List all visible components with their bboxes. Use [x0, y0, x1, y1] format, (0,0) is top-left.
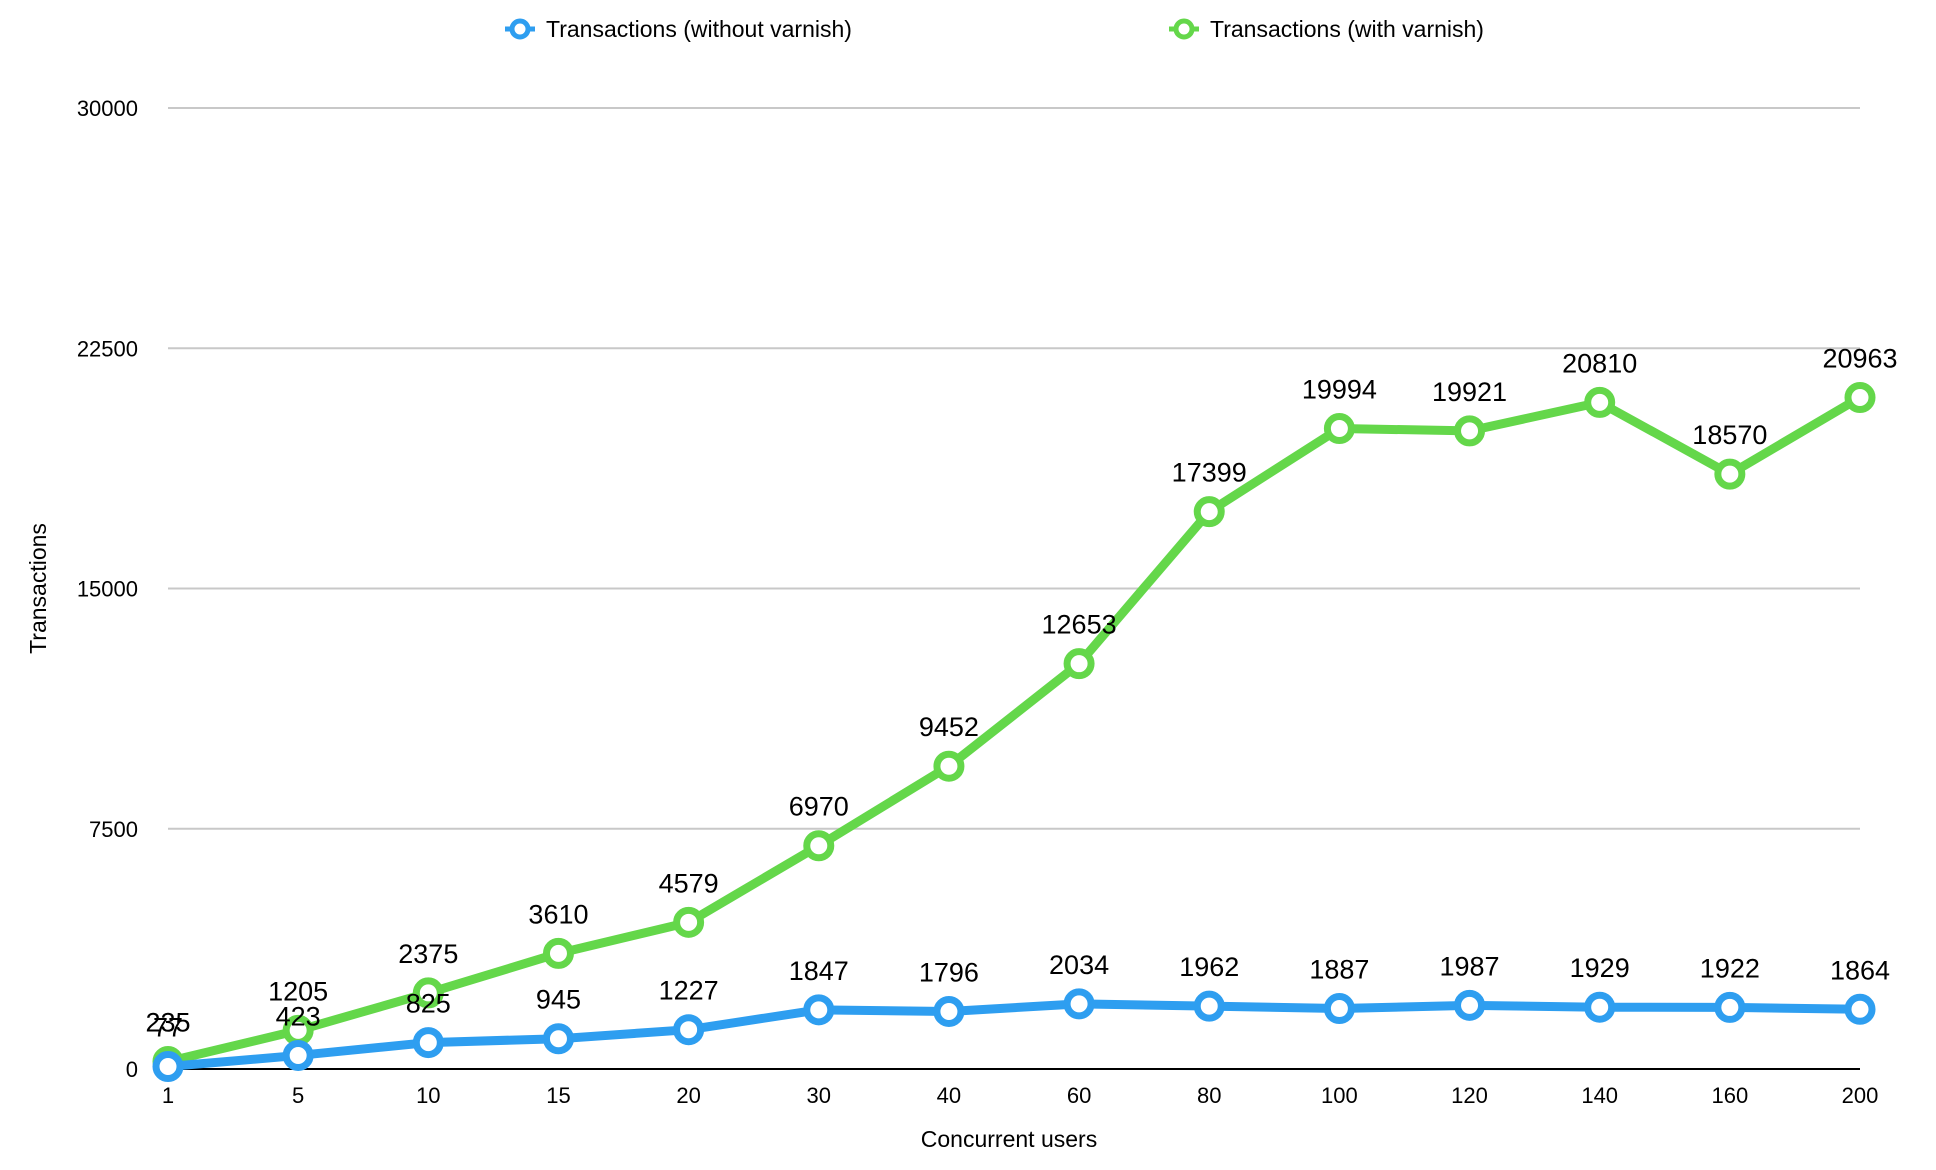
data-point: [1844, 381, 1876, 413]
x-tick-label: 20: [676, 1083, 700, 1108]
y-tick-label: 0: [126, 1057, 138, 1082]
legend-label: Transactions (without varnish): [546, 16, 852, 42]
legend-point-marker: [1173, 18, 1195, 40]
data-label: 19994: [1302, 375, 1377, 405]
x-tick-label: 100: [1321, 1083, 1358, 1108]
data-label: 1864: [1830, 955, 1890, 985]
data-point: [1323, 413, 1355, 445]
data-label: 2375: [398, 939, 458, 969]
data-point: [1193, 990, 1225, 1022]
legend: Transactions (without varnish) Transactio…: [505, 16, 1484, 42]
data-point: [1844, 993, 1876, 1025]
x-tick-label: 60: [1067, 1083, 1091, 1108]
data-point: [1584, 991, 1616, 1023]
x-tick-label: 10: [416, 1083, 440, 1108]
data-point: [412, 1027, 444, 1059]
data-point: [933, 995, 965, 1027]
data-label: 1987: [1439, 951, 1499, 981]
y-tick-label: 22500: [77, 336, 138, 361]
data-point: [412, 977, 444, 1009]
data-point: [1714, 458, 1746, 490]
data-point: [542, 937, 574, 969]
legend-item: Transactions (without varnish): [505, 16, 852, 42]
data-point: [803, 830, 835, 862]
data-label: 2034: [1049, 950, 1109, 980]
x-tick-label: 120: [1451, 1083, 1488, 1108]
data-point: [673, 906, 705, 938]
x-tick-label: 140: [1581, 1083, 1618, 1108]
legend-label: Transactions (with varnish): [1210, 16, 1484, 42]
data-label: 1887: [1309, 955, 1369, 985]
data-label: 12653: [1042, 610, 1117, 640]
data-label: 77: [153, 1013, 183, 1043]
data-point: [1454, 415, 1486, 447]
x-axis-title: Concurrent users: [921, 1126, 1097, 1152]
data-point: [673, 1014, 705, 1046]
x-tick-label: 80: [1197, 1083, 1221, 1108]
data-label: 6970: [789, 792, 849, 822]
data-label: 1205: [268, 976, 328, 1006]
data-point: [1323, 993, 1355, 1025]
data-label: 19921: [1432, 377, 1507, 407]
y-tick-label: 15000: [77, 577, 138, 602]
data-label: 3610: [528, 899, 588, 929]
data-label: 20810: [1562, 348, 1637, 378]
data-point: [1063, 648, 1095, 680]
data-label: 423: [276, 1001, 321, 1031]
data-point: [542, 1023, 574, 1055]
data-point: [1584, 386, 1616, 418]
series-layer: [152, 381, 1876, 1083]
gridlines: [168, 107, 1860, 830]
data-label: 1922: [1700, 953, 1760, 983]
legend-point-marker: [509, 18, 531, 40]
data-point: [1193, 496, 1225, 528]
x-axis-ticks: 1 5 10 15 20 30 40 60 80 100 120 140 160 200: [162, 1083, 1878, 1108]
series-line: [163, 999, 1865, 1072]
data-point: [1063, 988, 1095, 1020]
data-label: 235: [145, 1007, 190, 1037]
data-label: 1847: [789, 956, 849, 986]
data-label: 1962: [1179, 952, 1239, 982]
data-label: 20963: [1822, 343, 1897, 373]
data-point: [1714, 991, 1746, 1023]
y-tick-label: 7500: [89, 817, 138, 842]
data-point: [282, 1039, 314, 1071]
x-tick-label: 5: [292, 1083, 304, 1108]
data-labels: 77 423 825 945 1227 1847 1796 2034 1962 1887 1987 1…: [145, 343, 1897, 1042]
y-axis-ticks: 0 7500 15000 22500 30000: [77, 96, 138, 1082]
data-point: [152, 1051, 184, 1083]
data-point: [803, 994, 835, 1026]
x-tick-label: 160: [1711, 1083, 1748, 1108]
data-label: 9452: [919, 712, 979, 742]
x-tick-label: 30: [807, 1083, 831, 1108]
data-label: 945: [536, 985, 581, 1015]
data-label: 1796: [919, 957, 979, 987]
data-label: 825: [406, 989, 451, 1019]
x-tick-label: 15: [546, 1083, 570, 1108]
data-label: 1929: [1570, 953, 1630, 983]
x-tick-label: 200: [1842, 1083, 1879, 1108]
data-label: 4579: [659, 868, 719, 898]
x-tick-label: 40: [937, 1083, 961, 1108]
data-point: [933, 750, 965, 782]
y-tick-label: 30000: [77, 96, 138, 121]
data-label: 18570: [1692, 420, 1767, 450]
data-point: [1454, 989, 1486, 1021]
legend-item: Transactions (with varnish): [1169, 16, 1484, 42]
x-tick-label: 1: [162, 1083, 174, 1108]
y-axis-title: Transactions: [25, 523, 51, 654]
data-label: 1227: [659, 976, 719, 1006]
series-line: [163, 392, 1865, 1066]
data-label: 17399: [1172, 458, 1247, 488]
